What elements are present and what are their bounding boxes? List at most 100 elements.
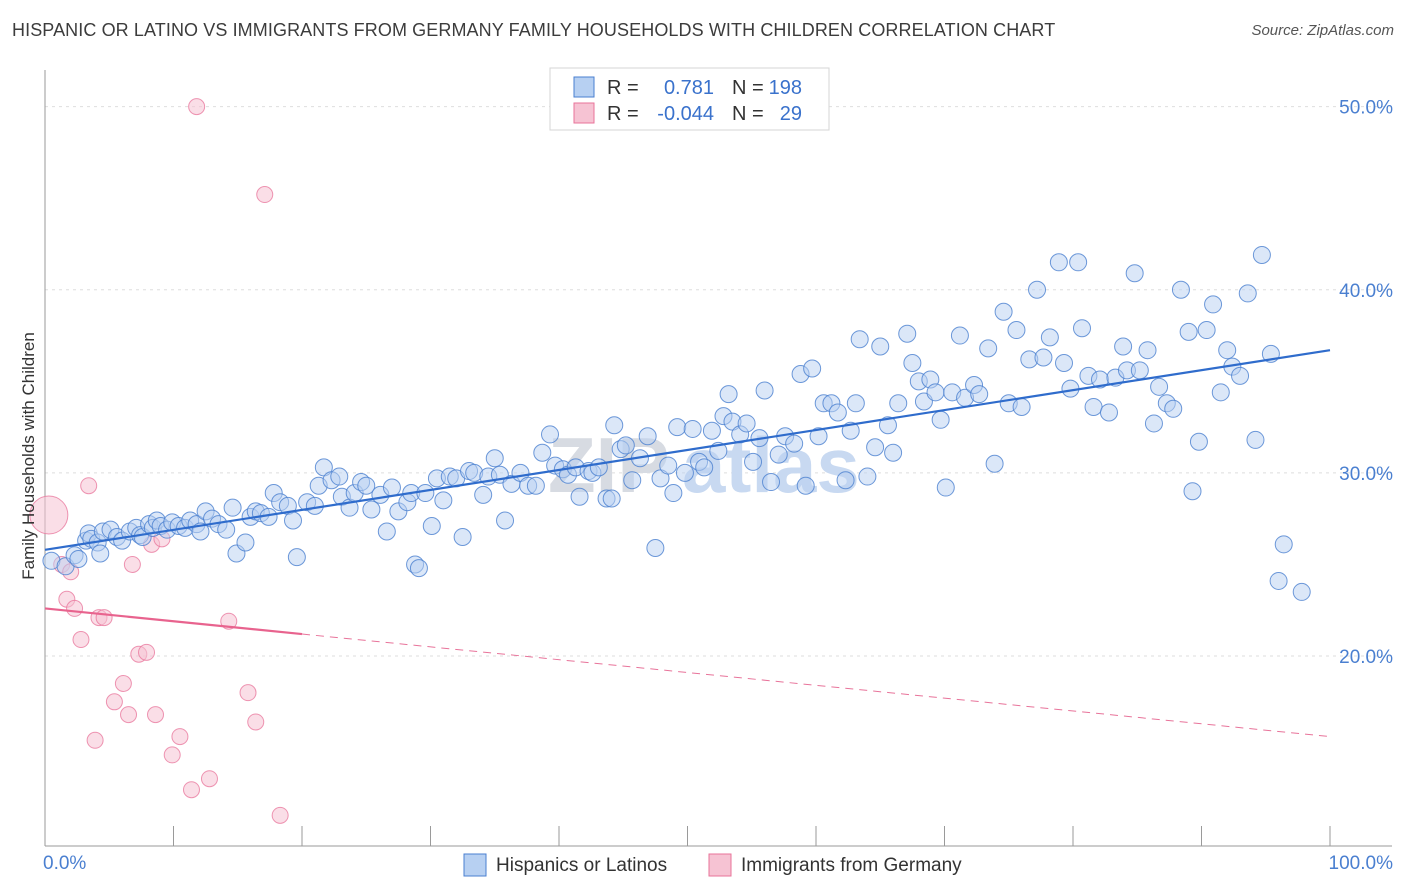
data-point-hispanic	[683, 419, 702, 438]
stat-n-value: 198	[769, 77, 802, 99]
stat-r-value: -0.044	[657, 103, 714, 125]
data-point-hispanic	[884, 443, 903, 462]
data-point-hispanic	[1072, 319, 1091, 338]
grid	[45, 106, 1395, 657]
data-point-hispanic	[762, 473, 781, 492]
data-point-hispanic	[871, 337, 890, 356]
data-point-hispanic	[889, 394, 908, 413]
data-point-hispanic	[744, 452, 763, 471]
data-point-hispanic	[623, 471, 642, 490]
trend-line-hispanics	[44, 349, 1331, 551]
data-point-hispanic	[1055, 354, 1074, 373]
data-point-hispanic	[217, 520, 236, 539]
data-point-hispanic	[1069, 253, 1088, 272]
data-point-hispanic	[1084, 397, 1103, 416]
data-point-germany	[95, 609, 113, 627]
data-point-germany	[114, 674, 132, 692]
data-point-hispanic	[796, 476, 815, 495]
data-point-germany	[86, 731, 104, 749]
data-point-germany	[188, 98, 206, 116]
data-point-hispanic	[1269, 571, 1288, 590]
data-point-hispanic	[602, 489, 621, 508]
y-tick-label: 40.0%	[1339, 281, 1393, 302]
data-point-hispanic	[936, 478, 955, 497]
data-point-germany	[256, 186, 274, 204]
data-point-hispanic	[287, 548, 306, 567]
stats-swatch-blue	[573, 76, 595, 98]
data-point-hispanic	[695, 458, 714, 477]
data-point-hispanic	[719, 385, 738, 404]
data-point-hispanic	[485, 449, 504, 468]
data-point-hispanic	[858, 467, 877, 486]
stat-r-label: R =	[607, 103, 639, 125]
data-point-hispanic	[1292, 582, 1311, 601]
data-point-hispanic	[223, 498, 242, 517]
axes	[44, 70, 1392, 847]
series-hispanics	[42, 245, 1311, 601]
stat-n-label: N =	[732, 103, 764, 125]
data-point-germany	[72, 631, 90, 649]
stats-swatch-pink	[573, 102, 595, 124]
data-point-hispanic	[898, 324, 917, 343]
data-point-hispanic	[737, 414, 756, 433]
data-point-germany	[80, 477, 98, 495]
y-tick-label: 20.0%	[1339, 647, 1393, 668]
data-point-hispanic	[985, 454, 1004, 473]
series-immigrants-germany	[29, 98, 289, 824]
x-tick-label: 100.0%	[1329, 853, 1394, 874]
data-point-hispanic	[236, 533, 255, 552]
data-point-hispanic	[1125, 264, 1144, 283]
data-point-hispanic	[1138, 341, 1157, 360]
data-point-hispanic	[836, 471, 855, 490]
data-point-hispanic	[1012, 397, 1031, 416]
data-point-germany	[66, 599, 84, 617]
data-point-hispanic	[1171, 280, 1190, 299]
data-point-hispanic	[357, 476, 376, 495]
data-point-hispanic	[1034, 348, 1053, 367]
data-point-hispanic	[1218, 341, 1237, 360]
data-point-hispanic	[866, 438, 885, 457]
legend: Hispanics or Latinos Immigrants from Ger…	[463, 853, 962, 877]
data-point-hispanic	[926, 383, 945, 402]
data-point-hispanic	[526, 476, 545, 495]
legend-label-germany: Immigrants from Germany	[741, 855, 962, 876]
data-point-germany	[29, 495, 69, 535]
data-point-hispanic	[1246, 430, 1265, 449]
data-point-hispanic	[664, 484, 683, 503]
data-point-hispanic	[1211, 383, 1230, 402]
chart-title: HISPANIC OR LATINO VS IMMIGRANTS FROM GE…	[12, 20, 1056, 40]
trend-lines	[44, 349, 1331, 738]
data-point-germany	[105, 693, 123, 711]
data-point-hispanic	[570, 487, 589, 506]
data-point-hispanic	[434, 491, 453, 510]
legend-label-hispanics: Hispanics or Latinos	[496, 855, 667, 876]
data-point-germany	[120, 706, 138, 724]
data-point-hispanic	[785, 434, 804, 453]
data-point-hispanic	[1179, 322, 1198, 341]
data-point-hispanic	[496, 511, 515, 530]
stat-r-value: 0.781	[664, 77, 714, 99]
data-point-hispanic	[1150, 377, 1169, 396]
data-point-hispanic	[803, 359, 822, 378]
data-point-hispanic	[533, 443, 552, 462]
data-point-hispanic	[970, 385, 989, 404]
x-tick-labels: 0.0% 100.0%	[43, 853, 1393, 874]
data-point-hispanic	[474, 485, 493, 504]
data-point-hispanic	[416, 484, 435, 503]
y-tick-labels: 20.0% 30.0% 40.0% 50.0%	[1339, 98, 1393, 668]
data-point-germany	[182, 781, 200, 799]
data-point-hispanic	[850, 330, 869, 349]
data-point-germany	[138, 643, 156, 661]
data-point-hispanic	[1007, 321, 1026, 340]
data-point-hispanic	[931, 410, 950, 429]
data-point-hispanic	[409, 559, 428, 578]
legend-swatch-hispanics	[463, 853, 487, 877]
data-point-germany	[239, 684, 257, 702]
data-point-hispanic	[1049, 253, 1068, 272]
data-point-hispanic	[1274, 535, 1293, 554]
data-point-hispanic	[668, 418, 687, 437]
data-point-hispanic	[422, 517, 441, 535]
data-point-hispanic	[1197, 321, 1216, 340]
data-point-hispanic	[809, 427, 828, 446]
